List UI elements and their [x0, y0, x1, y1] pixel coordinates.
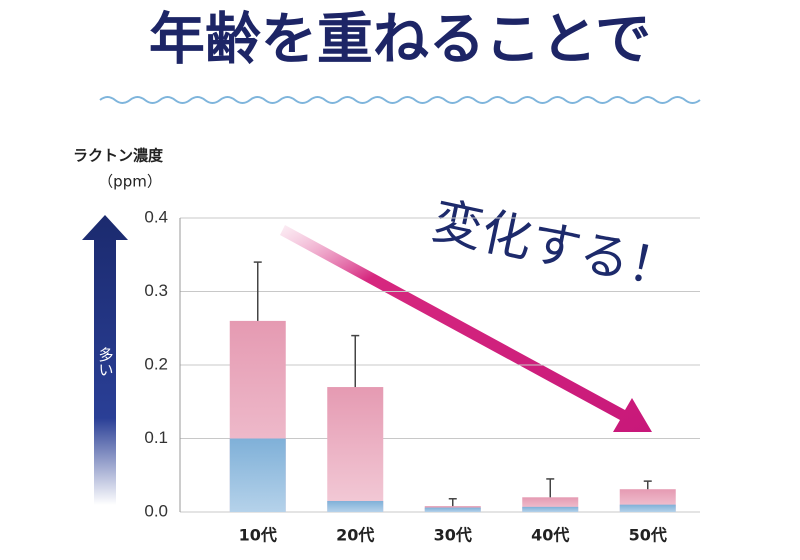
- chart-title: 年齢を重ねることで: [149, 7, 651, 73]
- error-bar: [351, 334, 360, 388]
- y-tick-label: 0.2: [144, 354, 168, 373]
- error-bar: [546, 478, 555, 498]
- y-tick-label: 0.3: [144, 281, 168, 300]
- y-tick-label: 0.0: [144, 501, 168, 520]
- y-axis-label: ラクトン濃度: [73, 147, 164, 165]
- y-tick-label: 0.4: [144, 207, 168, 226]
- error-bar: [253, 261, 262, 321]
- bar: [522, 506, 579, 512]
- x-tick-label: 10代: [239, 526, 277, 545]
- wave-decoration: [99, 96, 701, 104]
- bar: [619, 504, 676, 512]
- x-tick-label: 30代: [434, 526, 472, 545]
- x-tick-label: 20代: [336, 526, 374, 545]
- error-bar: [448, 498, 457, 507]
- error-bar: [643, 480, 652, 490]
- y-axis-unit: （ppm）: [98, 173, 162, 191]
- up-arrow: [82, 215, 128, 505]
- arrow-label: 多い: [97, 347, 115, 377]
- bar: [327, 500, 384, 512]
- annotation: 変化する！: [428, 192, 685, 301]
- bar: [229, 438, 286, 512]
- x-tick-label: 40代: [531, 526, 569, 545]
- bar: [327, 387, 384, 512]
- bar: [424, 507, 481, 512]
- x-tick-label: 50代: [629, 526, 667, 545]
- trend-arrow: [280, 225, 652, 432]
- y-tick-label: 0.1: [144, 428, 168, 447]
